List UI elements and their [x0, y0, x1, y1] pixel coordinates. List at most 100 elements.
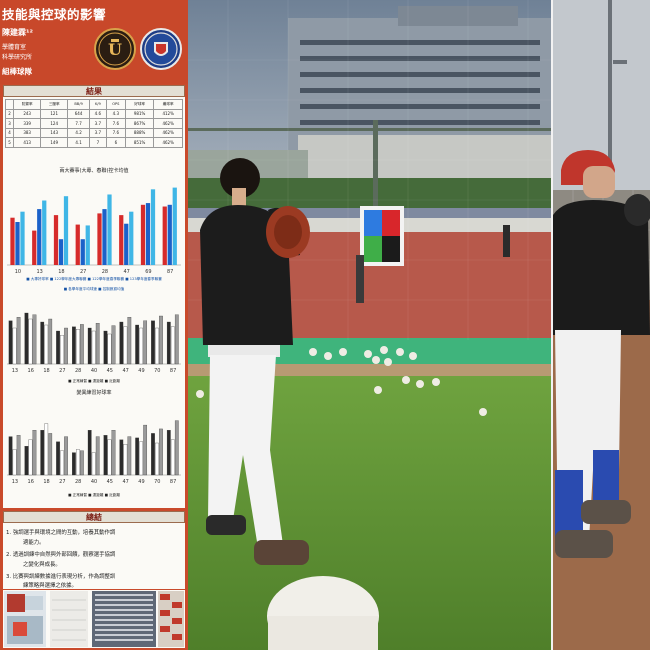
- bar: [20, 211, 25, 265]
- bar: [103, 330, 108, 365]
- x-tick-label: 45: [107, 479, 113, 485]
- table-cell: 644: [67, 108, 90, 119]
- table-header-cell: 纖球率: [153, 99, 183, 110]
- bar: [174, 420, 179, 476]
- bar: [107, 439, 112, 476]
- bar: [63, 196, 69, 265]
- bar: [145, 203, 151, 265]
- bar: [8, 436, 13, 476]
- bar: [95, 436, 100, 476]
- bar: [170, 326, 175, 365]
- player-pants: [208, 355, 283, 548]
- bar: [75, 224, 80, 265]
- summary-line: 2. 透過訓練中自然與外部回饋，觀察選手協調: [6, 552, 116, 558]
- table-header-cell: [4, 99, 15, 110]
- x-tick-label: 13: [36, 269, 42, 275]
- bar: [102, 209, 107, 265]
- bar: [107, 333, 112, 365]
- bar: [155, 442, 159, 476]
- results-heading: 結果: [3, 85, 185, 97]
- results-table: 防禦率 三壓率 BB/9 K/9 OPS 好球率 纖球率 2 243 121 644 4.6 4.3 9…: [4, 99, 183, 148]
- bar: [85, 225, 90, 265]
- bar: [10, 217, 15, 265]
- bar: [87, 327, 92, 365]
- bar: [135, 437, 140, 476]
- bar: [44, 324, 49, 365]
- x-tick-label: 45: [107, 368, 113, 374]
- bar: [111, 430, 116, 476]
- x-tick-label: 87: [170, 368, 176, 374]
- player-shoe: [206, 515, 246, 535]
- bar: [135, 324, 140, 365]
- x-tick-label: 27: [59, 479, 65, 485]
- table-cell: 7.6: [105, 127, 126, 138]
- bar: [42, 200, 47, 265]
- bar: [127, 317, 132, 365]
- table-cell: 3.7: [88, 118, 107, 129]
- player-face: [583, 166, 615, 198]
- table-cell: 339: [13, 118, 42, 129]
- bar: [24, 446, 29, 476]
- bar: [87, 430, 92, 476]
- table-header-cell: 好球率: [124, 99, 155, 110]
- poster-author: 陳建霖¹²: [2, 28, 34, 37]
- bar: [95, 323, 100, 365]
- control-rate-bar-chart: 13 16 18 27 28 40 45 47 49 70 87: [7, 312, 181, 374]
- table-cell: 4.3: [105, 108, 126, 119]
- table-cell: 3: [4, 118, 15, 129]
- table-header-cell: 三壓率: [40, 99, 69, 110]
- summary-line: 之變化與成長。: [23, 562, 61, 568]
- summary-line: 適能力。: [23, 540, 45, 546]
- x-tick-label: 28: [75, 368, 81, 374]
- player-head: [220, 158, 260, 198]
- summary-heading: 總結: [3, 511, 185, 523]
- bar: [76, 449, 80, 476]
- table-header-cell: OPS: [105, 99, 126, 110]
- bar: [124, 223, 129, 265]
- bar: [48, 318, 53, 365]
- table-cell: 124: [40, 118, 69, 129]
- bar: [170, 439, 175, 476]
- bar: [80, 324, 84, 365]
- x-tick-label: 10: [15, 269, 21, 275]
- bar: [37, 209, 42, 265]
- bar: [174, 314, 179, 365]
- bar: [48, 433, 53, 476]
- table-cell: 243: [13, 108, 42, 119]
- pitcher-player: [553, 150, 650, 558]
- x-tick-label: 13: [12, 368, 18, 374]
- x-tick-label: 13: [12, 479, 18, 485]
- table-cell: 143: [40, 127, 69, 138]
- distant-person: [503, 225, 510, 257]
- bar: [56, 330, 60, 365]
- research-poster: 技能與控球的影響 陳建霖¹² 學體育室 科學研究所 組棒球隊 U 結果 防禦率三…: [0, 0, 188, 650]
- chart3-legend: ■ 正常練習 ■ 遠距離 ■ 近距離: [68, 379, 120, 383]
- bar: [40, 321, 45, 365]
- summary-line: 1. 強調選手與環境之間的互動，培養其動作調: [6, 530, 116, 536]
- x-tick-label: 27: [59, 368, 65, 374]
- bar: [97, 213, 102, 265]
- poster-department: 組棒球隊: [2, 67, 32, 76]
- photo-divider: [551, 0, 553, 650]
- x-tick-label: 70: [154, 479, 160, 485]
- x-tick-label: 87: [170, 479, 176, 485]
- bar: [162, 206, 167, 265]
- summary-line: 練策略與選擇之依據。: [23, 583, 77, 589]
- bar: [72, 452, 76, 476]
- bar: [119, 215, 124, 265]
- bar: [32, 430, 37, 476]
- bar: [15, 222, 20, 265]
- chart1-legend: ■ 大專好球率 ■ 122學年度大專聯賽 ■ 122學年度春季聯賽 ■ 123學…: [26, 277, 162, 281]
- table-cell: 462%: [153, 118, 183, 129]
- pitcher-player: [200, 158, 310, 565]
- x-tick-label: 40: [91, 479, 97, 485]
- table-cell: 462%: [153, 137, 183, 148]
- bar: [119, 321, 124, 365]
- table-row: 2 243 121 644 4.6 4.3 981% 412%: [4, 108, 183, 119]
- bar: [72, 326, 76, 365]
- x-tick-label: 40: [91, 368, 97, 374]
- table-cell: 3.7: [88, 127, 107, 138]
- bar: [140, 204, 146, 265]
- bar: [28, 318, 33, 365]
- table-cell: 383: [13, 127, 42, 138]
